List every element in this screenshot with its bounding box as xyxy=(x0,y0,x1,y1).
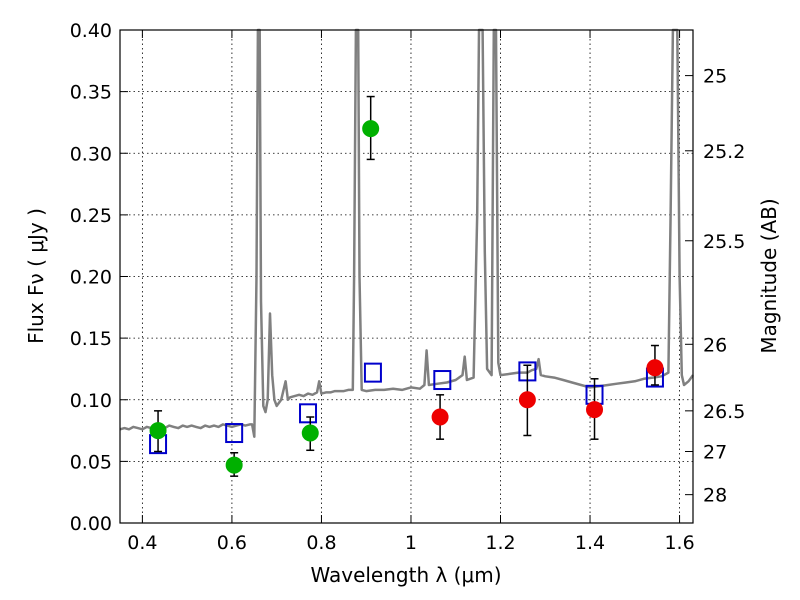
observed-flux-point xyxy=(431,408,449,426)
y-tick-label: 0.20 xyxy=(70,267,112,289)
x-tick-label: 1.2 xyxy=(485,532,515,554)
observed-flux-point xyxy=(301,424,319,442)
y-tick-label: 0.30 xyxy=(70,143,112,165)
y-tick-label: 0.10 xyxy=(70,390,112,412)
magnitude-tick-label: 25.2 xyxy=(703,141,745,163)
x-tick-label: 1.4 xyxy=(575,532,605,554)
observed-flux-point xyxy=(362,120,380,138)
x-tick-label: 0.6 xyxy=(217,532,247,554)
magnitude-tick-label: 25 xyxy=(703,66,727,88)
magnitude-axis-ticks: 25 25.2 25.5 26 26.5 27 28 xyxy=(685,66,745,507)
model-photometry xyxy=(149,361,664,455)
y-tick-label: 0.15 xyxy=(70,328,112,350)
magnitude-tick-label: 26 xyxy=(703,334,727,356)
grid-lines xyxy=(120,30,693,523)
x-tick-label: 0.4 xyxy=(127,532,157,554)
observed-flux-point xyxy=(518,391,536,409)
y-axis-label: Flux Fν ( μJy ) xyxy=(24,208,48,344)
observed-photometry-green xyxy=(149,95,380,477)
observed-flux-point xyxy=(149,422,167,440)
y-tick-label: 0.05 xyxy=(70,451,112,473)
spectrum-line xyxy=(119,28,695,438)
x-axis-ticks: 0.4 0.6 0.8 1 1.2 1.4 1.6 xyxy=(127,30,695,554)
y-tick-label: 0.00 xyxy=(70,513,112,535)
model-flux-square xyxy=(225,423,244,444)
observed-photometry-red xyxy=(431,344,664,440)
y-tick-label: 0.40 xyxy=(70,20,112,42)
y-axis-ticks: 0.00 0.05 0.10 0.15 0.20 0.25 0.30 0.35 0.40 xyxy=(70,20,128,535)
model-flux-square xyxy=(299,403,318,424)
y-tick-label: 0.25 xyxy=(70,205,112,227)
model-flux-square xyxy=(363,362,382,383)
magnitude-axis-label: Magnitude (AB) xyxy=(757,198,781,353)
magnitude-tick-label: 26.5 xyxy=(703,401,745,423)
model-flux-square xyxy=(433,370,452,391)
magnitude-tick-label: 27 xyxy=(703,442,727,464)
x-axis-label: Wavelength λ (μm) xyxy=(310,563,501,587)
y-tick-label: 0.35 xyxy=(70,82,112,104)
magnitude-tick-label: 25.5 xyxy=(703,231,745,253)
observed-flux-point xyxy=(646,359,664,377)
observed-flux-point xyxy=(586,401,604,419)
magnitude-tick-label: 28 xyxy=(703,485,727,507)
x-tick-label: 1.6 xyxy=(664,532,694,554)
model-spectrum xyxy=(119,28,695,438)
x-tick-label: 0.8 xyxy=(306,532,336,554)
observed-flux-point xyxy=(225,456,243,474)
x-tick-label: 1 xyxy=(405,532,417,554)
